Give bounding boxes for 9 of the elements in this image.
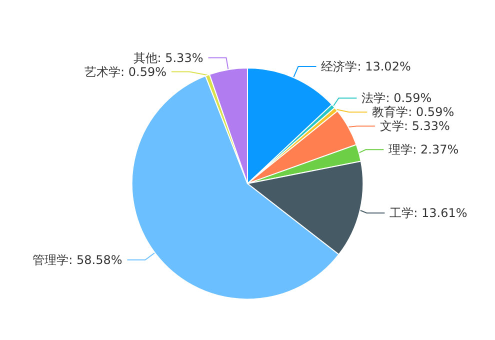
slice-label: 艺术学: 0.59% xyxy=(84,64,167,79)
slice-label: 理学: 2.37% xyxy=(388,142,459,157)
slice-label: 其他: 5.33% xyxy=(133,50,204,65)
slice-label: 经济学: 13.02% xyxy=(321,60,411,74)
slice-label: 法学: 0.59% xyxy=(362,91,432,106)
slice-label: 文学: 5.33% xyxy=(380,119,450,134)
slice-label: 工学: 13.61% xyxy=(390,206,468,220)
slice-label: 教育学: 0.59% xyxy=(372,105,454,120)
slice-label: 管理学: 58.58% xyxy=(32,252,122,267)
